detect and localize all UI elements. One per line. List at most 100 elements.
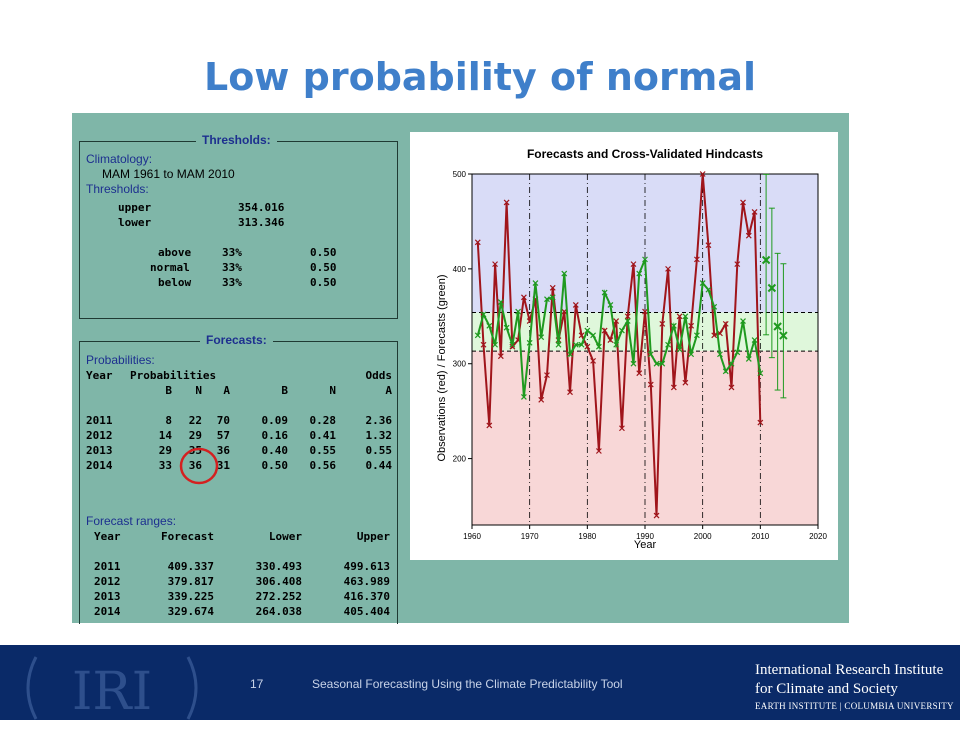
range-forecast: 339.225	[167, 590, 214, 603]
range-upper: 416.370	[343, 590, 390, 603]
range-forecast: 329.674	[167, 605, 214, 618]
observations-point	[705, 242, 712, 249]
observations-point	[624, 313, 631, 320]
observations-point	[722, 320, 729, 327]
range-lower: 330.493	[255, 560, 302, 573]
table-row: 2012 14 29 57 0.16 0.41 1.32	[86, 428, 392, 443]
forecasts-group: Forecasts: Probabilities: Year Probabili…	[79, 333, 398, 624]
institute-line3: Earth Institute | Columbia University	[755, 701, 954, 711]
range-year: 2013	[94, 590, 121, 603]
observations-point	[613, 318, 620, 324]
prob-b: 14	[158, 429, 172, 442]
observations-point	[711, 332, 718, 339]
header-n: N	[195, 384, 202, 397]
observations-point	[653, 512, 660, 519]
observations-point	[503, 199, 510, 206]
forecasts-point	[705, 286, 712, 293]
forecasts-point	[682, 313, 689, 320]
forecasts-point	[636, 270, 643, 277]
x-tick-label: 1980	[578, 532, 596, 541]
odds-b: 0.09	[261, 414, 289, 427]
odds-a: 1.32	[365, 429, 393, 442]
forecasts-point	[497, 299, 504, 305]
slide-footer: IRI 17 Seasonal Forecasting Using the Cl…	[0, 645, 960, 722]
observations-point	[670, 384, 677, 391]
observations-point	[480, 341, 487, 348]
forecasts-point	[642, 256, 648, 263]
observations-point	[740, 199, 746, 206]
threshold-lower-name: lower	[118, 216, 152, 229]
odds-n: 0.28	[309, 414, 337, 427]
forecasts-point	[619, 327, 625, 334]
climatology-label: Climatology:	[86, 152, 153, 166]
probabilities-header-row: Year Probabilities Odds	[86, 368, 392, 383]
prob-year: 2014	[86, 459, 113, 472]
forecasts-point	[757, 370, 764, 377]
observations-point	[757, 419, 764, 426]
prob-a: 70	[216, 414, 230, 427]
observations-point	[601, 327, 608, 334]
institute-name: International Research Institute for Cli…	[755, 661, 954, 711]
cat-normal-name: normal	[150, 261, 190, 274]
thresholds-legend: Thresholds:	[196, 133, 277, 147]
prob-year: 2012	[86, 429, 113, 442]
header-odds-b: B	[281, 384, 288, 397]
range-lower: 272.252	[255, 590, 302, 603]
header-forecast: Forecast	[161, 530, 214, 543]
forecasts-point	[740, 318, 746, 324]
forecasts-point	[647, 351, 654, 358]
table-row: 2011 409.337 330.493 499.613	[94, 559, 390, 574]
observations-point	[520, 294, 527, 301]
observations-point	[693, 256, 700, 263]
observations-point	[595, 448, 602, 454]
range-lower: 306.408	[255, 575, 302, 588]
forecast-range-point	[767, 283, 777, 293]
forecasts-point	[555, 341, 562, 348]
forecasts-point	[630, 360, 637, 367]
observations-point	[549, 284, 556, 291]
forecast-range-point	[761, 255, 771, 265]
forecasts-point	[665, 341, 671, 348]
x-tick-label: 2000	[694, 532, 712, 541]
forecasts-point	[613, 341, 620, 348]
y-tick-label: 400	[453, 265, 467, 274]
forecasts-point	[567, 351, 573, 358]
observations-point	[688, 322, 695, 329]
prob-a: 31	[216, 459, 230, 472]
probabilities-subheader-row: B N A B N A	[86, 383, 392, 398]
forecasts-point	[538, 334, 545, 341]
hindcast-chart: Forecasts and Cross-Validated Hindcasts …	[410, 132, 838, 560]
y-tick-label: 200	[453, 455, 467, 464]
table-row: 2012 379.817 306.408 463.989	[94, 574, 390, 589]
forecasts-point	[509, 341, 516, 348]
forecasts-point	[717, 351, 723, 358]
range-lower: 264.038	[255, 605, 302, 618]
forecasts-point	[711, 303, 718, 310]
observations-point	[676, 313, 683, 320]
forecasts-point	[595, 343, 602, 350]
table-row: 2011 8 22 70 0.09 0.28 2.36	[86, 413, 392, 428]
observations-point	[492, 261, 498, 268]
cat-below-pct: 33%	[222, 276, 242, 289]
observations-point	[607, 337, 614, 343]
forecasts-point	[745, 356, 752, 362]
footer-text: Seasonal Forecasting Using the Climate P…	[312, 677, 623, 691]
prob-year: 2013	[86, 444, 113, 457]
observations-point	[728, 384, 735, 391]
forecasts-point	[699, 280, 706, 287]
forecasts-point	[659, 360, 666, 367]
y-tick-label: 300	[453, 360, 467, 369]
observations-point	[572, 301, 579, 308]
header-year: Year	[94, 530, 121, 543]
odds-n: 0.41	[309, 429, 337, 442]
odds-a: 0.55	[365, 444, 393, 457]
cat-below-prob: 0.50	[310, 276, 337, 289]
header-b: B	[165, 384, 172, 397]
cat-below-name: below	[158, 276, 192, 289]
forecasts-point	[474, 332, 481, 339]
odds-n: 0.56	[309, 459, 337, 472]
odds-b: 0.16	[261, 429, 289, 442]
range-upper: 463.989	[343, 575, 390, 588]
institute-line2: for Climate and Society	[755, 681, 898, 697]
header-probabilities: Probabilities	[130, 369, 217, 382]
